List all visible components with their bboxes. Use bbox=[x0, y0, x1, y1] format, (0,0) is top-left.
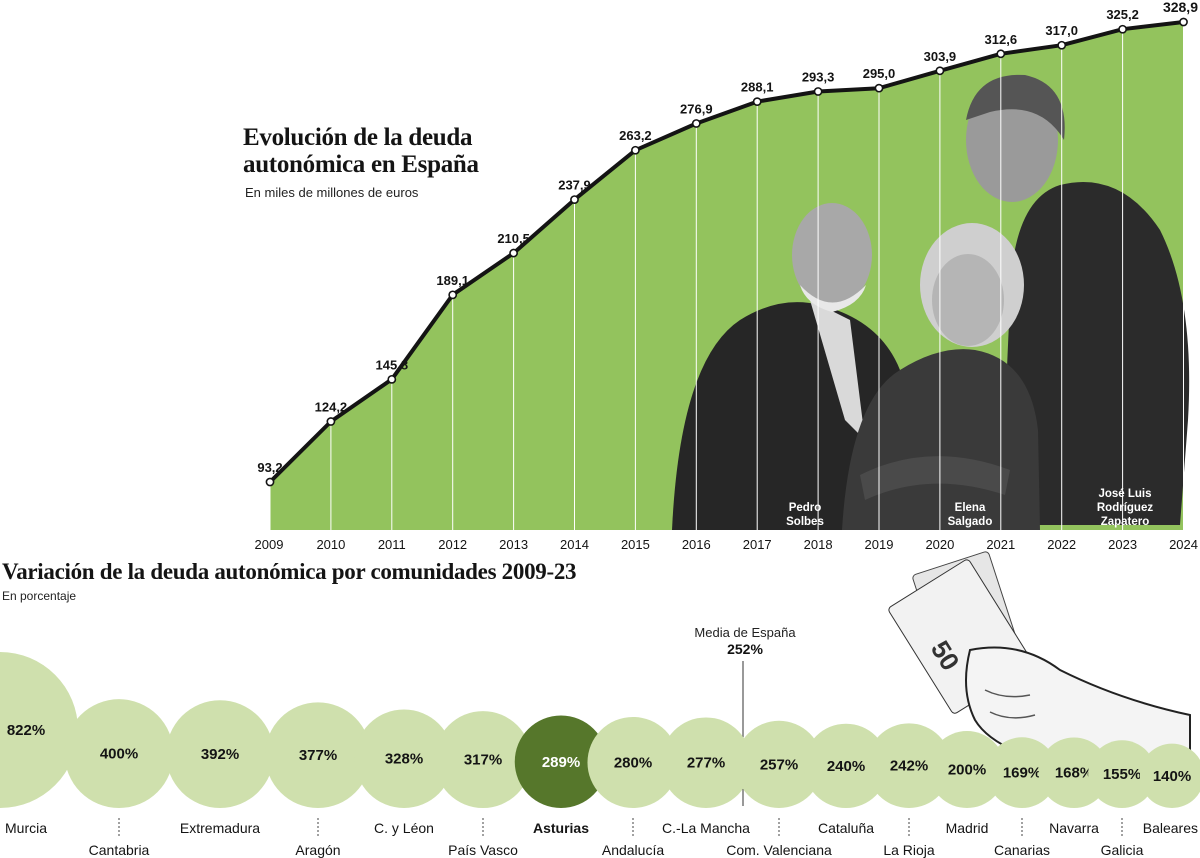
bubble-chart-subtitle: En porcentaje bbox=[2, 589, 77, 603]
value-label: 325,2 bbox=[1106, 7, 1139, 22]
value-label: 276,9 bbox=[680, 101, 713, 116]
data-point bbox=[813, 87, 823, 96]
zapatero-body bbox=[1000, 182, 1190, 525]
data-point bbox=[448, 290, 458, 300]
solbes-beard bbox=[800, 285, 866, 312]
x-tick-label: 2018 bbox=[804, 537, 833, 552]
x-tick-label: 2012 bbox=[438, 537, 467, 552]
x-tick-label: 2011 bbox=[378, 537, 406, 552]
salgado-face bbox=[932, 254, 1004, 346]
x-tick-label: 2014 bbox=[560, 537, 589, 552]
x-tick-label: 2021 bbox=[986, 537, 1015, 552]
x-tick-label: 2015 bbox=[621, 537, 650, 552]
value-label: 312,6 bbox=[985, 32, 1018, 47]
data-point bbox=[935, 66, 945, 76]
x-tick-label: 2013 bbox=[499, 537, 528, 552]
data-point bbox=[570, 195, 579, 204]
x-tick-label: 2024 bbox=[1169, 537, 1198, 552]
x-tick-label: 2017 bbox=[743, 537, 772, 552]
x-tick-label: 2019 bbox=[865, 537, 894, 552]
caption-zapatero: Rodríguez bbox=[1097, 502, 1153, 514]
value-label: 293,3 bbox=[802, 69, 835, 84]
line-chart-title: Evolución de la deuda autonómica en Espa… bbox=[243, 124, 479, 178]
caption-salgado: Salgado bbox=[948, 516, 993, 528]
value-label: 263,2 bbox=[619, 128, 652, 143]
salgado-arms bbox=[860, 456, 1010, 500]
data-point bbox=[509, 248, 518, 258]
value-label: 93,2 bbox=[257, 460, 282, 475]
solbes-head bbox=[792, 203, 872, 307]
caption-solbes: Solbes bbox=[786, 516, 824, 528]
value-label: 210,5 bbox=[497, 231, 530, 246]
bubble-chart-title: Variación de la deuda autonómica por com… bbox=[2, 559, 577, 584]
data-point bbox=[996, 49, 1006, 59]
caption-zapatero: Zapatero bbox=[1101, 516, 1150, 528]
value-label: 288,1 bbox=[741, 80, 774, 95]
value-label: 328,9 bbox=[1163, 0, 1198, 15]
caption-zapatero: José Luis bbox=[1098, 488, 1151, 500]
value-label: 317,0 bbox=[1045, 23, 1078, 38]
line-chart-subtitle: En miles de millones de euros bbox=[245, 185, 419, 200]
value-label: 303,9 bbox=[924, 49, 957, 64]
x-tick-label: 2023 bbox=[1108, 537, 1137, 552]
value-label: 237,9 bbox=[558, 178, 591, 193]
data-point bbox=[631, 145, 640, 155]
caption-solbes: Pedro bbox=[789, 502, 822, 514]
politicians-photo bbox=[672, 74, 1190, 530]
value-label: 189,1 bbox=[436, 273, 469, 288]
data-point bbox=[265, 477, 275, 487]
x-tick-label: 2020 bbox=[925, 537, 954, 552]
x-tick-label: 2022 bbox=[1047, 537, 1076, 552]
data-point bbox=[387, 374, 397, 384]
value-label: 295,0 bbox=[863, 66, 896, 81]
value-label: 145,8 bbox=[376, 357, 409, 372]
data-point bbox=[691, 119, 701, 128]
solbes-shirt bbox=[810, 300, 865, 440]
data-point bbox=[874, 83, 884, 93]
value-label: 124,2 bbox=[315, 399, 348, 414]
zapatero-hair bbox=[966, 74, 1065, 140]
data-point bbox=[1179, 17, 1188, 27]
data-point bbox=[1118, 24, 1127, 34]
data-point bbox=[326, 417, 336, 426]
x-tick-label: 2010 bbox=[316, 537, 345, 552]
caption-salgado: Elena bbox=[955, 502, 986, 514]
data-point bbox=[752, 97, 762, 107]
data-point bbox=[1057, 40, 1067, 50]
x-tick-label: 2009 bbox=[255, 537, 284, 552]
x-tick-label: 2016 bbox=[682, 537, 711, 552]
debt-line bbox=[268, 20, 1184, 484]
